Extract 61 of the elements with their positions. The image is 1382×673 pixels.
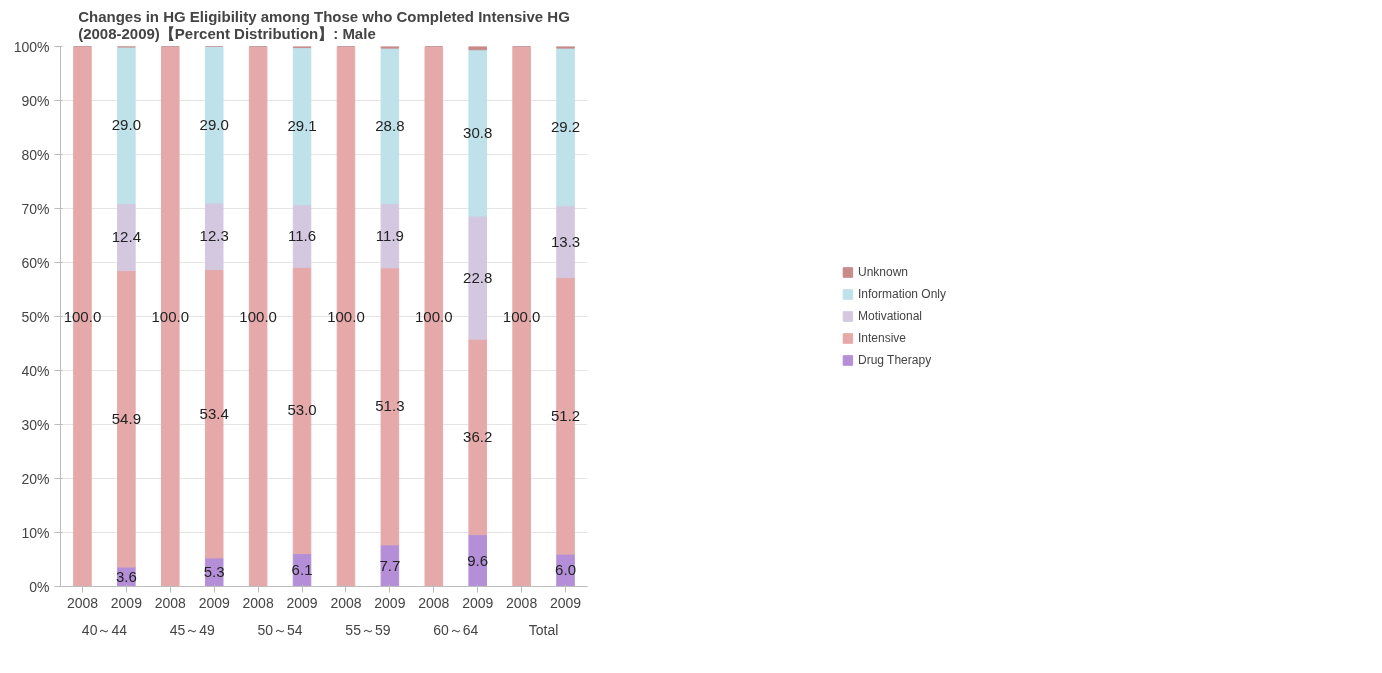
y-tick-label: 40% — [21, 362, 50, 379]
chart-title: Changes in HG Eligibility among Those who Completed Intensive HG (2008-2009)【Percent Distribution】: Male — [78, 7, 570, 42]
data-label: 51.2 — [550, 406, 581, 424]
x-tick-label: 2008 — [330, 594, 362, 611]
data-label: 28.8 — [375, 116, 405, 134]
y-tick-label: 30% — [21, 416, 50, 433]
data-label: 29.2 — [550, 117, 581, 135]
data-label: 100.0 — [63, 307, 102, 325]
y-tick-label: 0% — [29, 578, 50, 595]
data-label: 100.0 — [502, 307, 541, 325]
y-tick-label: 60% — [21, 254, 50, 271]
text: 40～44 — [81, 621, 128, 638]
text: 55～59 — [345, 621, 391, 638]
data-label: 6.1 — [291, 561, 313, 579]
text: 60～64 — [433, 621, 479, 638]
x-tick-label: 2008 — [242, 594, 274, 611]
y-tick-label: 100% — [13, 38, 50, 55]
y-tick-label: 50% — [21, 308, 50, 325]
legend-label: Drug Therapy — [857, 353, 932, 367]
text: 45～49 — [169, 621, 216, 638]
data-label: 29.0 — [111, 116, 141, 134]
legend-label: Information Only — [857, 287, 947, 301]
data-label: 11.9 — [375, 226, 404, 244]
data-label: 53.0 — [287, 401, 317, 419]
x-tick-label: 2009 — [286, 594, 318, 611]
legend-label: Intensive — [857, 331, 907, 345]
y-tick-label: 90% — [21, 92, 50, 109]
x-tick-label: 2009 — [110, 594, 143, 611]
text: 50～54 — [257, 621, 303, 638]
y-tick-label: 80% — [21, 146, 50, 163]
data-label: 100.0 — [327, 307, 365, 325]
x-tick-label: 2009 — [198, 594, 230, 611]
data-label: 100.0 — [151, 307, 190, 325]
legend-label: Unknown — [857, 265, 909, 279]
x-tick-label: 2008 — [418, 594, 450, 611]
x-tick-label: 2008 — [506, 594, 538, 611]
data-label: 22.8 — [463, 268, 493, 286]
data-label: 100.0 — [239, 307, 277, 325]
data-label: 30.8 — [463, 123, 493, 141]
data-label: 36.2 — [463, 427, 493, 445]
data-label: 51.3 — [375, 397, 405, 415]
y-tick-label: 10% — [21, 524, 50, 541]
x-tick-label: 2009 — [374, 594, 406, 611]
data-label: 7.7 — [379, 556, 401, 574]
x-tick-label: 2009 — [549, 594, 582, 611]
data-label: 11.6 — [288, 227, 317, 245]
text: Total — [528, 621, 559, 638]
data-label: 12.4 — [111, 228, 141, 246]
data-label: 12.3 — [199, 227, 229, 245]
x-tick-label: 2008 — [154, 594, 187, 611]
data-label: 100.0 — [415, 307, 453, 325]
legend-label: Motivational — [857, 309, 923, 323]
data-label: 53.4 — [199, 404, 229, 422]
data-label: 54.9 — [111, 409, 141, 427]
data-label: 29.0 — [199, 115, 229, 133]
y-tick-label: 20% — [21, 470, 50, 487]
x-tick-label: 2009 — [462, 594, 494, 611]
data-label: 13.3 — [550, 232, 581, 250]
y-tick-label: 70% — [21, 200, 50, 217]
data-label: 29.1 — [287, 117, 317, 135]
x-tick-label: 2008 — [66, 594, 99, 611]
